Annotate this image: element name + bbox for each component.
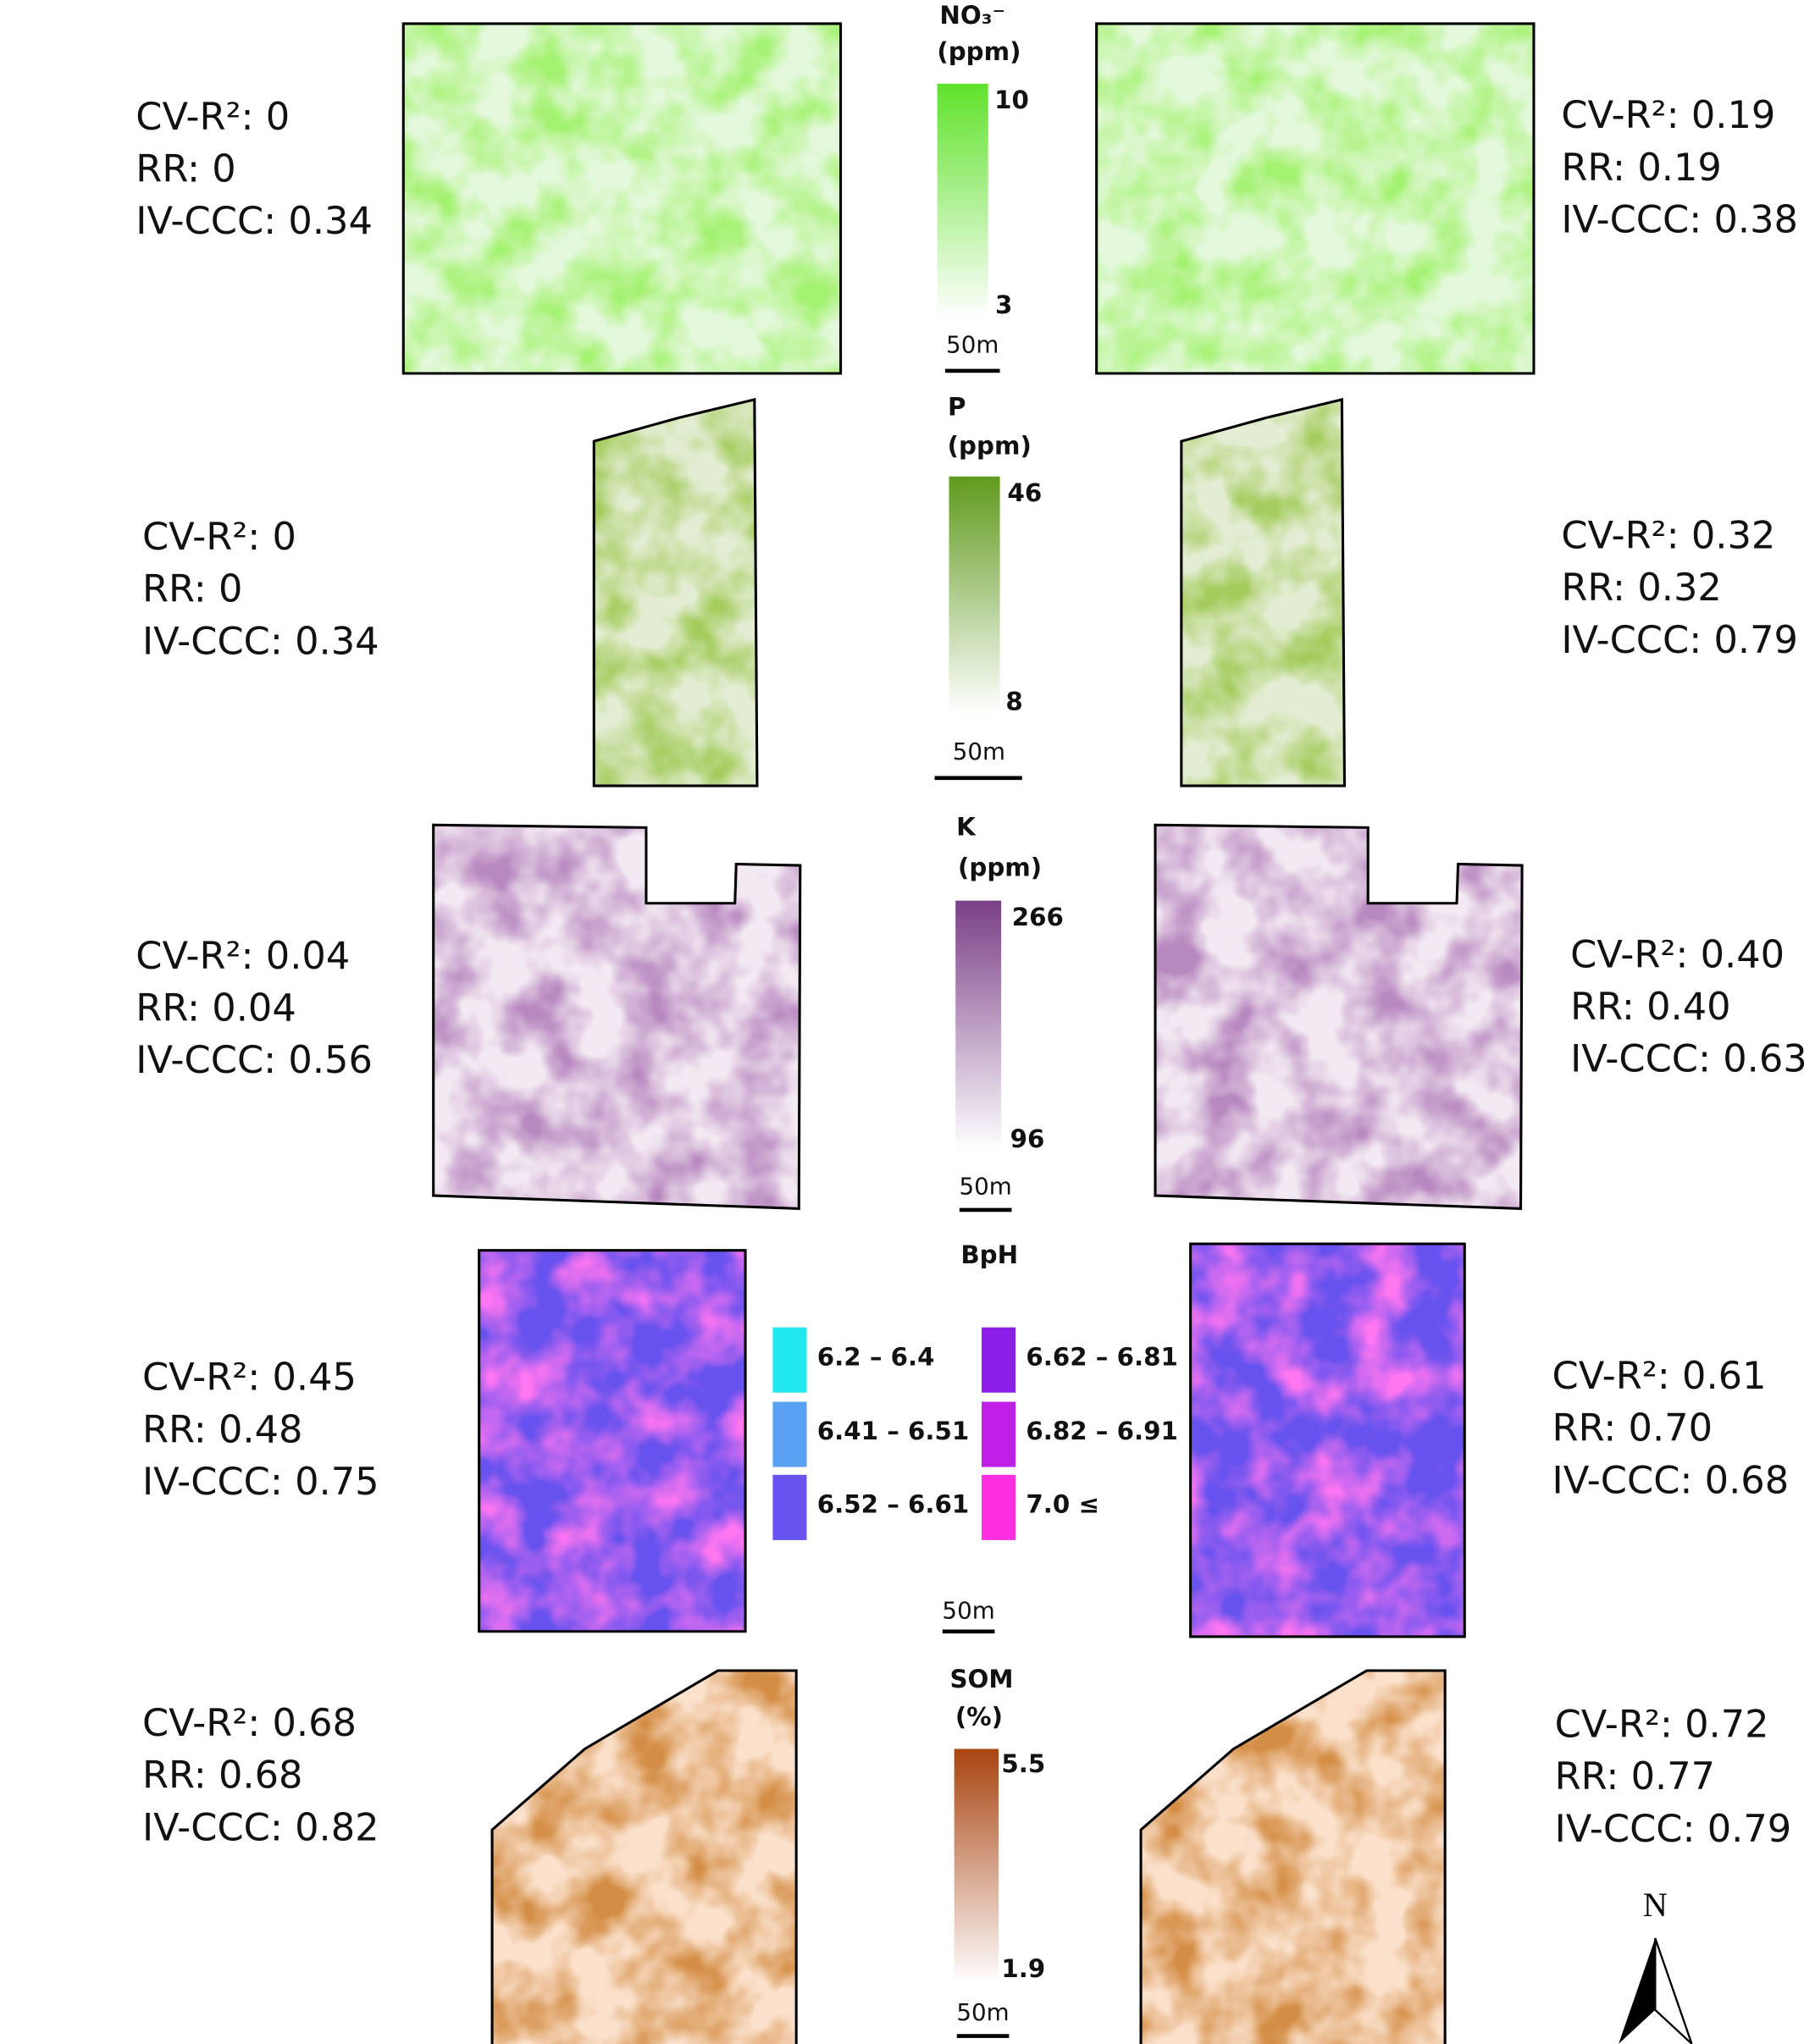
- left-stat: CV-R²: 0: [142, 515, 296, 559]
- scale-label: 50m: [956, 1998, 1009, 2026]
- map-texture: [434, 825, 800, 1208]
- left-stat: RR: 0.04: [136, 986, 296, 1030]
- left-stat: IV-CCC: 0.34: [136, 199, 373, 243]
- color-ramp: [955, 1748, 999, 1983]
- right-stat: RR: 0.32: [1561, 566, 1722, 610]
- right-stat: RR: 0.77: [1555, 1754, 1715, 1798]
- legend-title: NO₃⁻: [939, 1, 1005, 30]
- scale-label: 50m: [946, 330, 999, 358]
- left-stat: CV-R²: 0.45: [142, 1356, 357, 1400]
- map-texture: [1141, 1671, 1445, 2044]
- right-stat: RR: 0.19: [1561, 146, 1722, 190]
- right-stat: CV-R²: 0.19: [1561, 93, 1775, 137]
- legend-swatch: [982, 1475, 1015, 1540]
- left-stat: RR: 0.68: [142, 1754, 302, 1798]
- color-ramp: [938, 84, 988, 318]
- left-stat: CV-R²: 0: [136, 95, 290, 139]
- map-texture: [594, 400, 757, 786]
- left-stat: IV-CCC: 0.34: [142, 619, 379, 663]
- right-stat: IV-CCC: 0.68: [1552, 1458, 1790, 1502]
- scale-label: 50m: [953, 737, 1005, 765]
- left-stat: RR: 0.48: [142, 1407, 302, 1451]
- north-arrow-right: [1655, 1938, 1691, 2044]
- legend-unit: (ppm): [958, 853, 1042, 881]
- legend-title: SOM: [949, 1665, 1013, 1693]
- right-stat: CV-R²: 0.72: [1555, 1703, 1769, 1747]
- legend-title: K: [956, 813, 977, 842]
- right-stat: IV-CCC: 0.79: [1561, 618, 1798, 662]
- map-texture: [1191, 1244, 1465, 1637]
- legend-class: 6.62 – 6.81: [1026, 1342, 1177, 1371]
- scale-label: 50m: [959, 1172, 1011, 1200]
- map-texture: [479, 1251, 745, 1632]
- legend-swatch: [982, 1328, 1015, 1393]
- map: [594, 400, 757, 786]
- map-texture: [1155, 825, 1522, 1208]
- color-ramp: [949, 477, 999, 715]
- legend-swatch: [982, 1402, 1015, 1467]
- north-arrow-left: [1619, 1938, 1655, 2044]
- map: [479, 1251, 745, 1632]
- legend-class: 7.0 ≤: [1026, 1490, 1099, 1519]
- right-stat: CV-R²: 0.40: [1570, 932, 1785, 976]
- color-ramp: [955, 901, 1001, 1152]
- map: [1181, 400, 1345, 786]
- left-stat: CV-R²: 0.04: [136, 934, 350, 978]
- legend-swatch: [772, 1402, 806, 1467]
- legend-unit: (%): [955, 1703, 1003, 1732]
- scale-label: 50m: [942, 1596, 994, 1624]
- legend-max: 46: [1008, 478, 1043, 507]
- legend-title: BpH: [960, 1240, 1018, 1269]
- left-stat: CV-R²: 0.68: [142, 1701, 357, 1745]
- left-stat: RR: 0: [142, 567, 242, 611]
- map: [1191, 1244, 1465, 1637]
- map: [1155, 825, 1522, 1208]
- left-stat: RR: 0: [136, 146, 235, 191]
- right-stat: IV-CCC: 0.63: [1570, 1037, 1804, 1081]
- left-stat: IV-CCC: 0.82: [142, 1805, 379, 1849]
- legend-min: 3: [995, 290, 1012, 319]
- right-stat: IV-CCC: 0.38: [1561, 198, 1798, 242]
- legend-class: 6.2 – 6.4: [817, 1342, 935, 1371]
- right-stat: RR: 0.40: [1570, 985, 1731, 1029]
- right-stat: IV-CCC: 0.79: [1555, 1807, 1792, 1851]
- legend-max: 5.5: [1001, 1749, 1045, 1778]
- legend-max: 10: [994, 86, 1029, 114]
- figure: NO₃⁻ (ppm) 10 3 50m CV-R²: 0 RR: 0 IV-CCC: 0.34…: [0, 0, 1804, 2044]
- legend-unit: (ppm): [948, 432, 1032, 461]
- map-texture: [492, 1671, 796, 2044]
- right-stat: CV-R²: 0.61: [1552, 1354, 1767, 1398]
- map: [1141, 1671, 1445, 2044]
- left-stat: IV-CCC: 0.56: [136, 1038, 373, 1082]
- map: [1097, 24, 1534, 373]
- legend-min: 96: [1010, 1124, 1045, 1153]
- map-texture: [403, 24, 840, 373]
- legend-min: 1.9: [1001, 1954, 1045, 1983]
- legend-class: 6.41 – 6.51: [817, 1417, 969, 1445]
- north-label: N: [1643, 1886, 1668, 1924]
- map-texture: [1181, 400, 1345, 786]
- right-stat: CV-R²: 0.32: [1561, 514, 1775, 558]
- right-stat: RR: 0.70: [1552, 1406, 1713, 1450]
- legend-max: 266: [1012, 903, 1064, 931]
- legend-min: 8: [1005, 688, 1022, 716]
- left-stat: IV-CCC: 0.75: [142, 1460, 379, 1504]
- map: [434, 825, 800, 1208]
- map: [403, 24, 840, 373]
- legend-title: P: [948, 392, 966, 421]
- legend-unit: (ppm): [937, 37, 1021, 66]
- legend-class: 6.52 – 6.61: [817, 1490, 969, 1519]
- legend-swatch: [772, 1475, 806, 1540]
- map: [492, 1671, 796, 2044]
- map-texture: [1097, 24, 1534, 373]
- legend-class: 6.82 – 6.91: [1026, 1417, 1177, 1445]
- legend-swatch: [772, 1328, 806, 1393]
